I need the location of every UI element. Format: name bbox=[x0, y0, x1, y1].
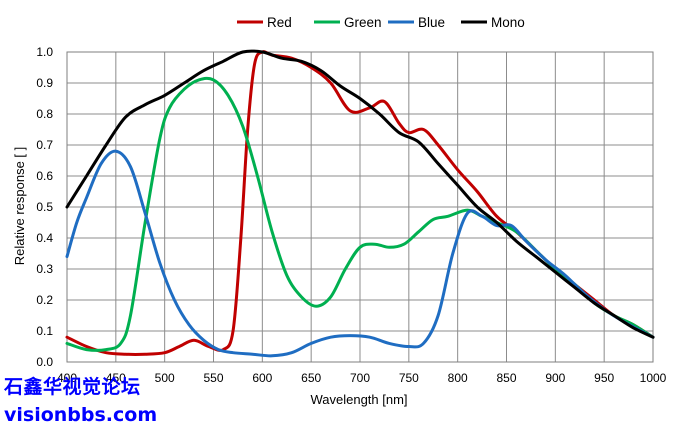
series-lines bbox=[65, 49, 655, 358]
y-tick-label: 0.4 bbox=[36, 231, 53, 245]
x-tick-label: 650 bbox=[301, 371, 321, 385]
y-tick-label: 0.6 bbox=[36, 169, 53, 183]
y-tick-label: 0.9 bbox=[36, 76, 53, 90]
x-axis-label: Wavelength [nm] bbox=[310, 392, 407, 407]
grid bbox=[66, 51, 654, 363]
legend: Red Green Blue Mono bbox=[237, 15, 525, 30]
x-tick-label: 450 bbox=[106, 371, 126, 385]
legend-label-mono: Mono bbox=[491, 15, 525, 30]
x-tick-label: 850 bbox=[496, 371, 516, 385]
y-tick-label: 1.0 bbox=[36, 45, 53, 59]
x-tick-label: 800 bbox=[448, 371, 468, 385]
legend-label-green: Green bbox=[344, 15, 382, 30]
y-tick-label: 0.5 bbox=[36, 200, 53, 214]
y-axis-label: Relative response [ ] bbox=[12, 147, 27, 266]
x-tick-label: 900 bbox=[545, 371, 565, 385]
x-tick-label: 400 bbox=[57, 371, 77, 385]
y-tick-label: 0.7 bbox=[36, 138, 53, 152]
x-tick-label: 550 bbox=[203, 371, 223, 385]
y-tick-label: 0.1 bbox=[36, 324, 53, 338]
legend-label-blue: Blue bbox=[418, 15, 445, 30]
tick-labels: 400 450 500 550 600 650 700 750 800 850 900 950 1000… bbox=[36, 45, 666, 385]
x-tick-label: 700 bbox=[350, 371, 370, 385]
x-tick-label: 950 bbox=[594, 371, 614, 385]
x-tick-label: 750 bbox=[399, 371, 419, 385]
watermark-url: visionbbs.com bbox=[4, 404, 158, 426]
y-tick-label: 0.3 bbox=[36, 262, 53, 276]
series-line-blue bbox=[65, 149, 655, 358]
legend-label-red: Red bbox=[267, 15, 292, 30]
y-tick-label: 0.0 bbox=[36, 355, 53, 369]
x-tick-label: 1000 bbox=[640, 371, 667, 385]
y-tick-label: 0.8 bbox=[36, 107, 53, 121]
x-tick-label: 500 bbox=[155, 371, 175, 385]
x-tick-label: 600 bbox=[252, 371, 272, 385]
y-tick-label: 0.2 bbox=[36, 293, 53, 307]
series-line-mono bbox=[65, 49, 655, 339]
watermark-forum-name: 石鑫华视觉论坛 bbox=[4, 376, 141, 398]
